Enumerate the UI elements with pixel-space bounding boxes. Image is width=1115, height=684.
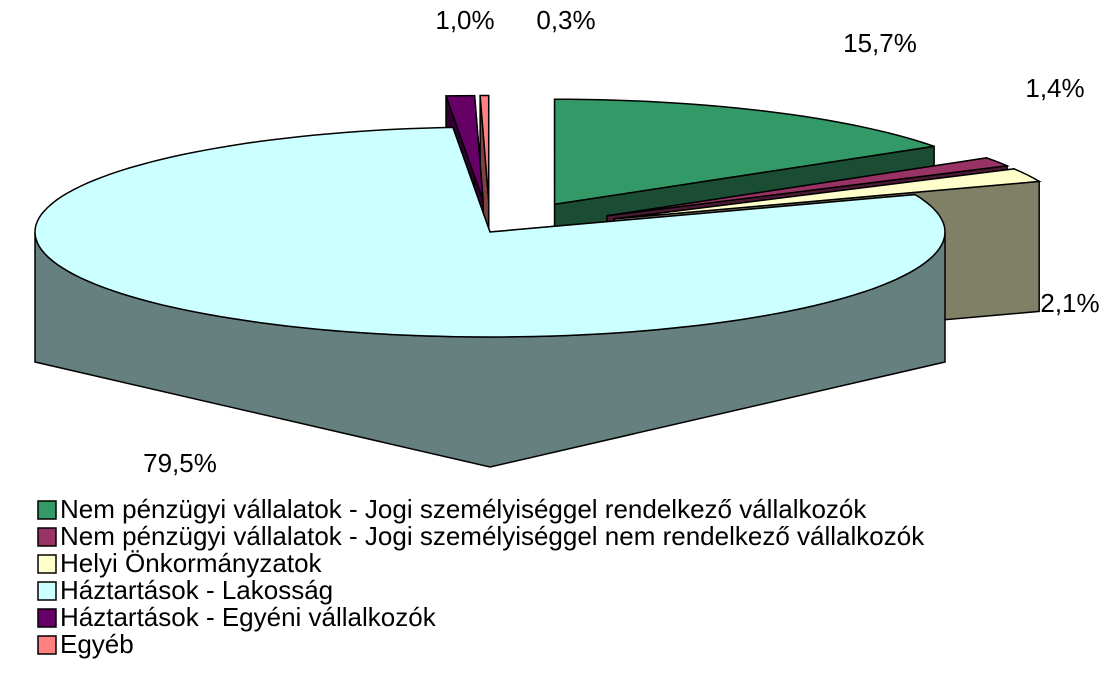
slice-top [553,98,935,206]
slice-top [606,157,1011,217]
data-label: 1,0% [435,5,494,35]
legend-label: Háztartások - Egyéni vállalkozók [60,602,437,632]
legend-swatch [37,608,57,628]
data-label: 2,1% [1040,288,1099,318]
data-label: 1,4% [1025,73,1084,103]
data-label: 79,5% [143,448,217,478]
data-label: 15,7% [843,28,917,58]
legend-label: Egyéb [60,629,134,659]
legend-label: Nem pénzügyi vállalatok - Jogi személyis… [60,521,925,551]
slice-top [444,94,484,201]
slice-top [613,168,1042,220]
legend-swatch [37,500,57,520]
slice [34,126,946,468]
slice-top [34,126,946,338]
legend-swatch [37,527,57,547]
legend-swatch [37,554,57,574]
legend-label: Háztartások - Lakosság [60,575,333,605]
data-label: 0,3% [536,5,595,35]
legend-swatch [37,581,57,601]
slice-top [479,94,490,201]
legend-swatch [37,635,57,655]
legend-label: Nem pénzügyi vállalatok - Jogi személyis… [60,494,867,524]
legend-label: Helyi Önkormányzatok [60,548,323,578]
